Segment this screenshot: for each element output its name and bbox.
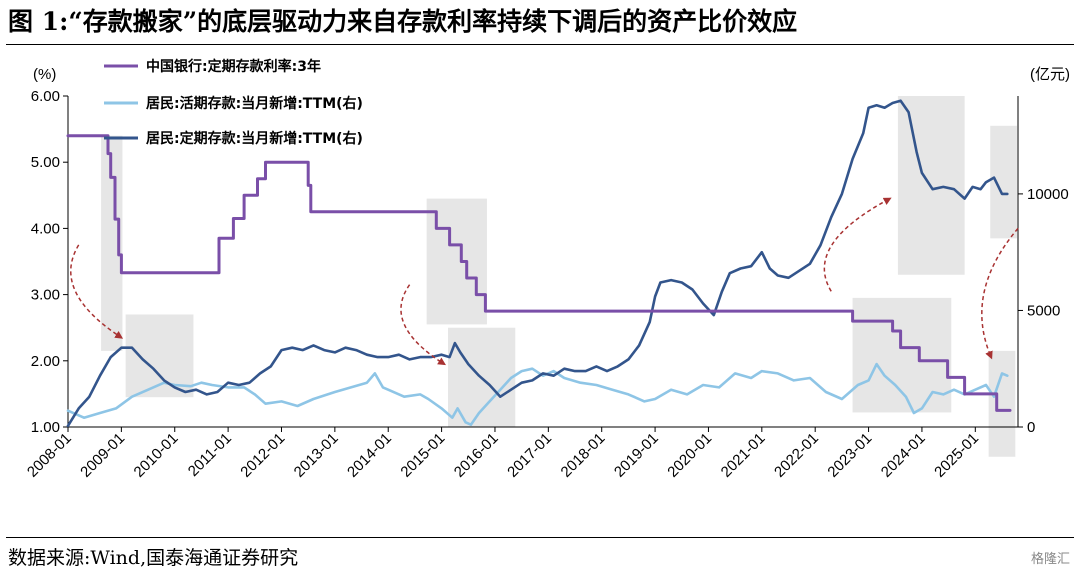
y-left-tick-label: 6.00	[31, 88, 60, 105]
x-tick-label: 2009-01	[77, 430, 128, 481]
y-right-tick-label: 0	[1027, 419, 1035, 436]
y-left-tick-label: 4.00	[31, 220, 60, 237]
x-tick-label: 2021-01	[718, 430, 769, 481]
y-left-unit: (%)	[33, 66, 56, 83]
x-tick-label: 2023-01	[824, 430, 875, 481]
annotation-arrow-2	[823, 197, 892, 292]
shaded-region-5	[852, 297, 952, 413]
series-line-1	[66, 362, 1009, 426]
source-note: 数据来源:Wind,国泰海通证券研究	[8, 547, 299, 569]
shaded-region-7	[988, 350, 1016, 457]
x-tick-label: 2014-01	[344, 430, 395, 481]
watermark-logo: 格隆汇	[1030, 552, 1070, 567]
y-left-tick-label: 1.00	[31, 419, 60, 436]
legend-label-2: 居民:定期存款:当月新增:TTM(右)	[146, 130, 363, 147]
x-tick-label: 2016-01	[451, 430, 502, 481]
x-tick-label: 2025-01	[931, 430, 982, 481]
x-tick-label: 2022-01	[771, 430, 822, 481]
legend-label-0: 中国银行:定期存款利率:3年	[146, 58, 321, 75]
x-tick-label: 2015-01	[397, 430, 448, 481]
y-left-tick-label: 5.00	[31, 154, 60, 171]
x-tick-label: 2013-01	[291, 430, 342, 481]
x-tick-label: 2024-01	[878, 430, 929, 481]
y-left-tick-label: 2.00	[31, 353, 60, 370]
shaded-region-6	[990, 125, 1017, 239]
annotation-arrow-1	[400, 284, 446, 366]
y-right-unit: (亿元)	[1030, 66, 1070, 83]
x-tick-label: 2019-01	[611, 430, 662, 481]
figure-title: 图 1:“存款搬家”的底层驱动力来自存款利率持续下调后的资产比价效应	[8, 7, 798, 36]
y-right-tick-label: 10000	[1027, 186, 1069, 203]
x-tick-label: 2017-01	[504, 430, 555, 481]
y-right-tick-label: 5000	[1027, 302, 1060, 319]
y-left-tick-label: 3.00	[31, 287, 60, 304]
series-line-2	[66, 99, 1009, 428]
x-tick-label: 2010-01	[131, 430, 182, 481]
x-tick-label: 2020-01	[664, 430, 715, 481]
annotation-arrow-3	[981, 227, 1019, 360]
title-rule	[6, 44, 1074, 45]
x-tick-label: 2008-01	[24, 430, 75, 481]
source-rule	[6, 537, 1074, 538]
x-tick-label: 2012-01	[237, 430, 288, 481]
series-line-0	[66, 134, 1012, 412]
shaded-region-0	[101, 135, 123, 351]
x-tick-label: 2011-01	[185, 430, 235, 480]
x-tick-label: 2018-01	[558, 430, 609, 481]
legend-label-1: 居民:活期存款:当月新增:TTM(右)	[146, 95, 363, 112]
